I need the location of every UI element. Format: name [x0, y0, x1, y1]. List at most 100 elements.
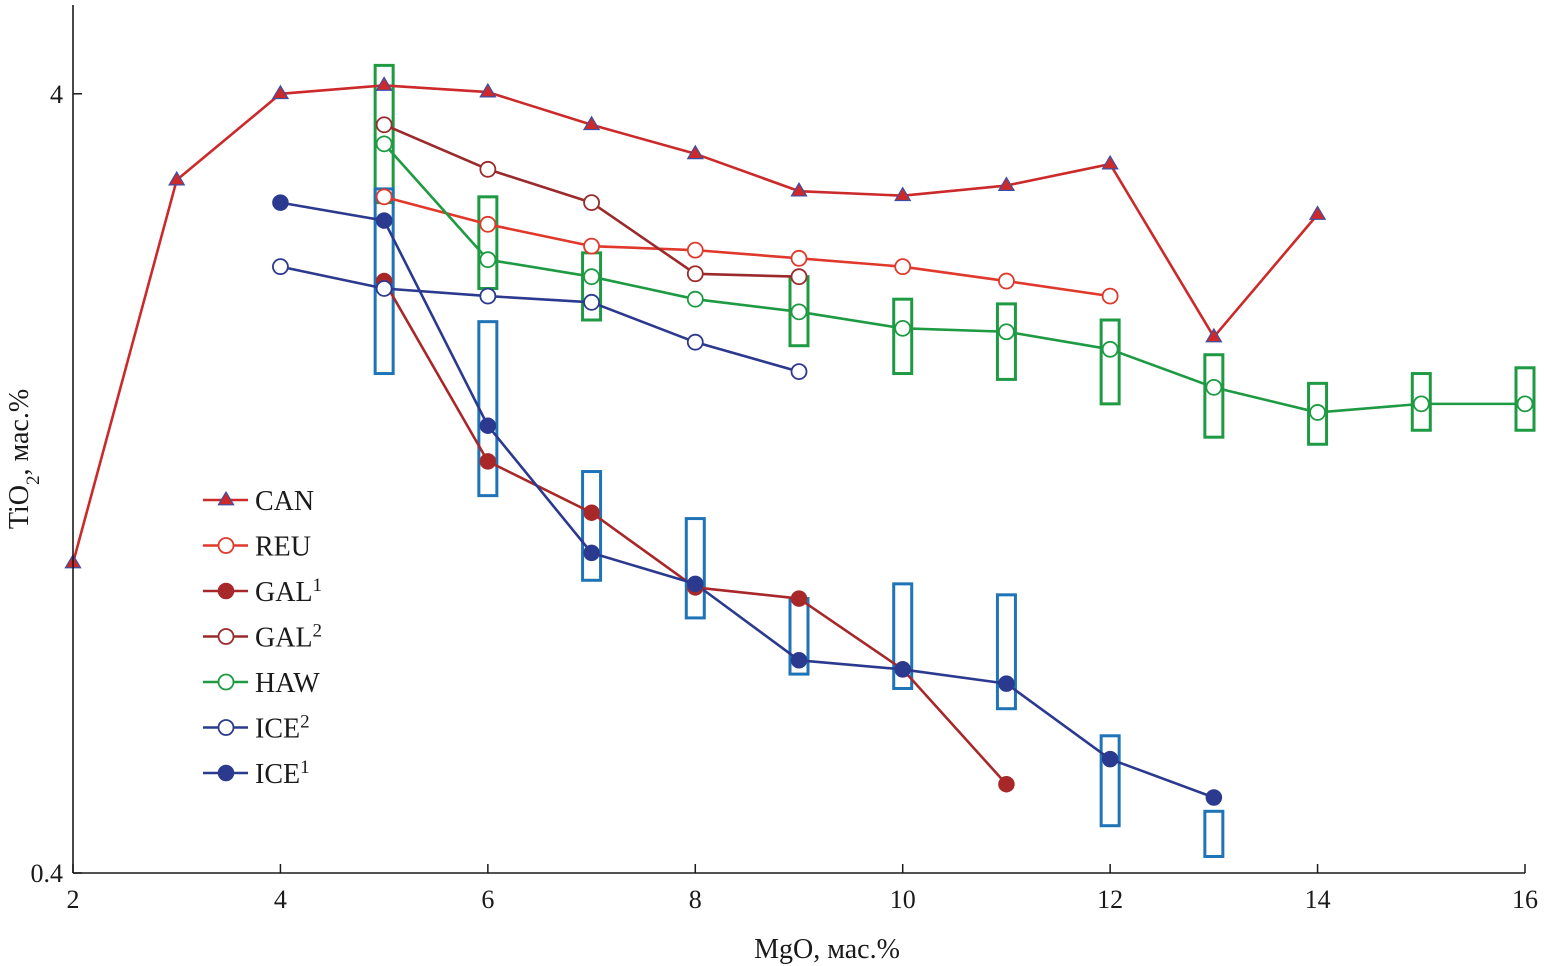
- error-box-ice1-6: [995, 593, 1017, 711]
- error-box-haw-4: [892, 297, 914, 376]
- data-point-reu-1: [479, 215, 497, 233]
- data-point-ice1-9: [1205, 789, 1223, 806]
- data-point-can-4: [479, 82, 497, 98]
- x-tick-label-2: 6: [481, 885, 494, 914]
- error-boxes-layer: [373, 63, 1536, 858]
- error-box-haw-1: [477, 195, 499, 290]
- data-point-ice2-5: [790, 363, 808, 381]
- error-box-ice1-8: [1203, 809, 1225, 858]
- data-point-haw-2: [583, 268, 600, 286]
- data-point-can-10: [1101, 154, 1119, 170]
- y-tick-label-0: 0.4: [31, 859, 64, 888]
- x-tick-label-0: 2: [67, 885, 80, 914]
- data-point-haw-9: [1309, 404, 1326, 421]
- legend-marker-reu: [217, 537, 235, 554]
- y-axis-title: TiO2, мас.%: [4, 389, 44, 529]
- data-point-reu-3: [686, 241, 704, 259]
- data-point-can-9: [997, 176, 1016, 191]
- series-line-ice2: [280, 265, 800, 373]
- data-point-ice1-8: [1101, 750, 1119, 768]
- y-tick-label-1: 4: [50, 80, 63, 109]
- data-point-haw-3: [686, 290, 704, 308]
- legend-marker-gal2: [217, 628, 235, 645]
- legend-label-gal1: GAL1: [255, 575, 322, 609]
- legend-label-ice2: ICE2: [255, 711, 310, 745]
- x-axis-title: MgO, мас.%: [754, 934, 900, 965]
- data-point-ice1-1: [375, 212, 393, 229]
- data-point-ice2-3: [583, 293, 600, 311]
- data-point-ice1-5: [790, 652, 808, 669]
- data-point-gal2-1: [479, 160, 497, 178]
- error-box-ice1-3: [684, 517, 706, 620]
- data-point-gal1-1: [479, 453, 497, 470]
- error-box-haw-8: [1307, 381, 1329, 446]
- data-point-ice2-4: [686, 333, 704, 351]
- series-line-ice1: [280, 201, 1215, 799]
- data-point-haw-5: [894, 319, 912, 337]
- x-tick-label-3: 8: [689, 885, 702, 914]
- series-line-reu: [383, 195, 1111, 298]
- data-point-can-3: [375, 76, 393, 91]
- data-point-reu-4: [790, 249, 808, 267]
- data-point-ice2-1: [375, 280, 393, 297]
- data-point-ice1-6: [894, 661, 911, 678]
- data-point-can-12: [1308, 205, 1327, 220]
- legend-marker-ice1: [217, 764, 235, 782]
- x-tick-label-7: 16: [1512, 885, 1538, 914]
- data-point-reu-0: [375, 188, 393, 206]
- data-point-can-1: [168, 170, 186, 186]
- x-tick-label-1: 4: [274, 885, 287, 914]
- data-point-haw-0: [375, 135, 393, 153]
- legend-label-haw: HAW: [255, 668, 320, 699]
- data-point-gal1-6: [998, 775, 1015, 793]
- data-point-ice1-0: [272, 194, 289, 211]
- data-point-gal2-0: [375, 116, 393, 134]
- data-point-gal2-3: [686, 265, 704, 283]
- data-point-reu-5: [894, 258, 912, 276]
- series-markers-layer: [64, 76, 1534, 806]
- data-point-ice2-2: [479, 287, 497, 305]
- x-tick-label-4: 10: [890, 885, 916, 914]
- data-point-haw-10: [1412, 395, 1430, 413]
- legend-marker-ice2: [217, 719, 235, 736]
- data-point-can-6: [686, 144, 704, 160]
- data-point-ice1-4: [687, 575, 704, 593]
- data-point-reu-7: [1101, 287, 1119, 305]
- error-box-ice1-7: [1099, 734, 1121, 828]
- data-point-reu-6: [998, 272, 1015, 290]
- data-point-can-11: [1205, 327, 1223, 343]
- data-point-can-2: [271, 84, 290, 100]
- x-tick-label-6: 14: [1305, 885, 1331, 914]
- error-box-ice1-5: [892, 582, 914, 690]
- data-point-haw-11: [1516, 395, 1534, 413]
- x-tick-label-5: 12: [1097, 885, 1123, 914]
- legend-marker-haw: [217, 673, 235, 691]
- error-box-ice1-2: [581, 470, 603, 582]
- error-box-haw-6: [1099, 318, 1121, 406]
- data-point-haw-1: [479, 251, 497, 269]
- data-point-haw-7: [1101, 340, 1119, 358]
- data-point-ice2-0: [272, 258, 289, 276]
- data-point-can-7: [790, 181, 808, 197]
- data-point-haw-6: [998, 323, 1015, 341]
- error-box-haw-9: [1410, 372, 1432, 432]
- data-point-gal1-2: [583, 504, 600, 521]
- legend-label-can: CAN: [255, 486, 314, 517]
- data-point-haw-8: [1205, 378, 1223, 396]
- data-point-gal1-4: [790, 590, 808, 607]
- series-line-haw: [383, 142, 1525, 414]
- axes-layer: 2 4 6 8 10 12 14 16 0.4 4 MgO, мас.% TiO2, мас.%: [4, 5, 1538, 965]
- data-point-haw-4: [790, 303, 808, 321]
- legend-label-reu: REU: [255, 532, 311, 563]
- legend-marker-gal1: [217, 582, 235, 600]
- data-point-gal2-4: [790, 268, 808, 286]
- legend-marker-can: [217, 490, 235, 506]
- data-point-ice1-2: [479, 417, 497, 434]
- data-point-ice1-7: [998, 675, 1015, 692]
- error-box-haw-7: [1203, 353, 1225, 439]
- legend-label-ice1: ICE1: [255, 757, 310, 791]
- legend: CAN REU GAL1 GAL2 HAW ICE2 ICE1: [203, 486, 322, 790]
- error-box-haw-10: [1514, 366, 1536, 432]
